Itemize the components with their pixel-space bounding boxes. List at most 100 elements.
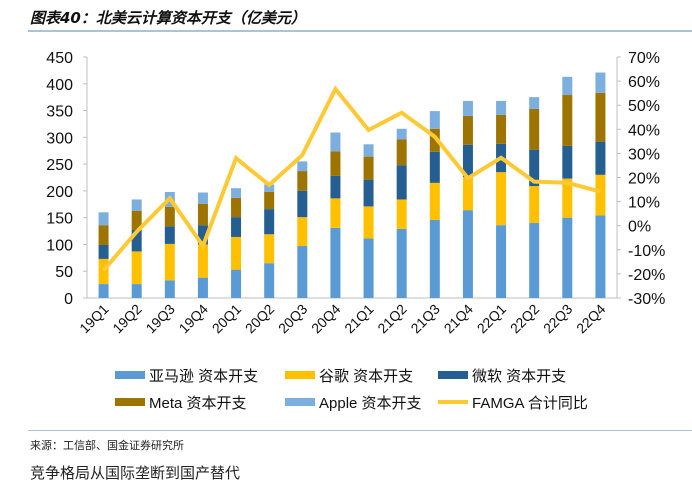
bar-segment bbox=[595, 215, 606, 298]
bar-segment bbox=[131, 210, 142, 230]
bar-segment bbox=[396, 139, 407, 166]
bar-segment bbox=[496, 100, 507, 115]
bar-segment bbox=[98, 244, 109, 259]
x-tick-label: 20Q1 bbox=[209, 301, 245, 337]
bar-segment bbox=[264, 184, 275, 192]
legend-label: Meta 资本开支 bbox=[149, 395, 247, 412]
legend-label: Apple 资本开支 bbox=[319, 395, 422, 412]
x-tick-label: 22Q4 bbox=[573, 301, 609, 337]
bar-segment bbox=[429, 111, 440, 129]
bar-segment bbox=[197, 192, 208, 204]
bar-segment bbox=[363, 144, 374, 157]
legend-label: FAMGA 合计同比 bbox=[472, 395, 588, 412]
bar-segment bbox=[131, 284, 142, 298]
x-tick-label: 20Q4 bbox=[308, 301, 344, 337]
bar-segment bbox=[330, 151, 341, 176]
y2-tick-label: 40% bbox=[628, 122, 660, 139]
y2-tick-label: 60% bbox=[628, 74, 660, 91]
bar-segment bbox=[462, 144, 473, 177]
x-tick-label: 20Q3 bbox=[275, 301, 311, 337]
legend-label: 微软 资本开支 bbox=[472, 368, 566, 385]
y-tick-label: 450 bbox=[46, 50, 73, 67]
bar-segment bbox=[98, 284, 109, 298]
y-tick-label: 50 bbox=[55, 264, 73, 281]
legend-swatch bbox=[285, 398, 315, 406]
bar-segment bbox=[231, 188, 242, 198]
bar-segment bbox=[496, 172, 507, 226]
bar-segment bbox=[562, 76, 573, 96]
bar-segment bbox=[529, 108, 540, 150]
bar-segment bbox=[197, 244, 208, 278]
y2-tick-label: -20% bbox=[628, 267, 665, 284]
y-tick-label: 300 bbox=[46, 130, 73, 147]
bar-segment bbox=[164, 206, 175, 227]
bar-segment bbox=[462, 176, 473, 211]
y2-tick-label: 0% bbox=[628, 219, 651, 236]
bar-segment bbox=[462, 100, 473, 116]
line-series-famga bbox=[102, 85, 601, 272]
bar-segment bbox=[330, 175, 341, 199]
bar-segment bbox=[231, 197, 242, 218]
y2-tick-label: 30% bbox=[628, 146, 660, 163]
bar-segment bbox=[98, 212, 109, 226]
bar-segment bbox=[131, 229, 142, 252]
bar-segment bbox=[231, 269, 242, 298]
header-divider bbox=[28, 30, 692, 32]
bar-segment bbox=[595, 72, 606, 93]
bar-segment bbox=[131, 251, 142, 285]
bar-segment bbox=[595, 141, 606, 175]
y2-tick-label: -30% bbox=[628, 291, 665, 308]
y2-tick-label: 20% bbox=[628, 171, 660, 188]
y2-tick-label: 70% bbox=[628, 50, 660, 67]
bar-segment bbox=[396, 228, 407, 298]
x-tick-label: 19Q4 bbox=[176, 301, 212, 337]
bar-segment bbox=[98, 225, 109, 245]
bar-segment bbox=[297, 190, 308, 218]
footer-divider bbox=[28, 430, 692, 431]
legend-swatch bbox=[438, 371, 468, 379]
bar-segment bbox=[264, 191, 275, 210]
bar-segment bbox=[330, 227, 341, 298]
y-tick-label: 250 bbox=[46, 157, 73, 174]
bar-segment bbox=[429, 219, 440, 298]
bar-segment bbox=[363, 206, 374, 239]
x-tick-label: 21Q3 bbox=[407, 301, 443, 337]
y-tick-label: 200 bbox=[46, 184, 73, 201]
bar-segment bbox=[595, 92, 606, 142]
bar-segment bbox=[164, 243, 175, 281]
bar-segment bbox=[562, 145, 573, 179]
bar-segment bbox=[297, 161, 308, 172]
y-tick-label: 100 bbox=[46, 237, 73, 254]
bar-segment bbox=[297, 217, 308, 247]
chart-title: 图表40：北美云计算资本开支（亿美元） bbox=[30, 9, 306, 27]
bar-segment bbox=[264, 234, 275, 264]
bar-segment bbox=[396, 199, 407, 229]
legend-swatch bbox=[115, 398, 145, 406]
x-tick-label: 20Q2 bbox=[242, 301, 278, 337]
bar-segment bbox=[529, 186, 540, 224]
bar-segment bbox=[529, 223, 540, 298]
bar-segment bbox=[363, 179, 374, 207]
legend-swatch bbox=[285, 371, 315, 379]
y2-tick-label: -10% bbox=[628, 243, 665, 260]
bar-segment bbox=[595, 174, 606, 216]
bar-segment bbox=[496, 114, 507, 144]
bar-segment bbox=[462, 210, 473, 298]
bar-segment bbox=[231, 217, 242, 237]
bar-segment bbox=[231, 236, 242, 270]
x-tick-label: 22Q2 bbox=[507, 301, 543, 337]
y-tick-label: 150 bbox=[46, 211, 73, 228]
x-tick-label: 19Q2 bbox=[109, 301, 145, 337]
bar-segment bbox=[429, 182, 440, 220]
bar-segment bbox=[529, 97, 540, 109]
bar-segment bbox=[529, 149, 540, 187]
bar-segment bbox=[197, 277, 208, 298]
x-tick-label: 21Q4 bbox=[441, 301, 477, 337]
bar-segment bbox=[429, 128, 440, 152]
x-tick-label: 19Q3 bbox=[142, 301, 178, 337]
bar-segment bbox=[363, 238, 374, 298]
y-tick-label: 350 bbox=[46, 104, 73, 121]
x-tick-label: 19Q1 bbox=[76, 301, 112, 337]
bar-segment bbox=[264, 263, 275, 298]
chart: 0 50 100 150 200 250 300 350 400 450 -30% -20% -10% 0… bbox=[46, 50, 665, 412]
